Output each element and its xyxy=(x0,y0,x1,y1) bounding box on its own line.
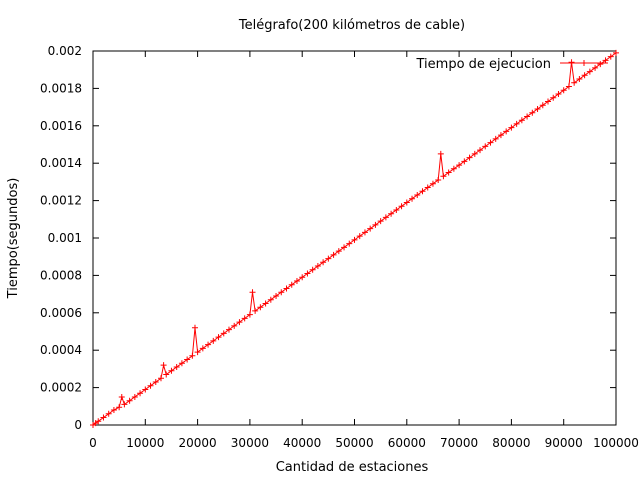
x-tick-label: 90000 xyxy=(545,436,583,450)
x-axis-title: Cantidad de estaciones xyxy=(276,460,429,475)
y-axis-title: Tiempo(segundos) xyxy=(6,178,21,300)
legend-marker-plus xyxy=(581,60,587,66)
legend-marker xyxy=(581,60,587,66)
x-tick-label: 100000 xyxy=(593,436,639,450)
x-tick-label: 50000 xyxy=(335,436,373,450)
x-tick-label: 80000 xyxy=(492,436,530,450)
x-tick-label: 30000 xyxy=(231,436,269,450)
x-axis-tick-labels: 0 10000 20000 30000 40000 50000 60000 70000 8000… xyxy=(89,436,639,450)
x-tick-label: 0 xyxy=(89,436,97,450)
y-axis-tick-labels: 0 0.0002 0.0004 0.0006 0.0008 0.001 0.0012 0.00… xyxy=(40,44,82,432)
y-tick-label: 0.0012 xyxy=(40,194,82,208)
y-tick-label: 0.002 xyxy=(48,44,82,58)
chart-title: Telégrafo(200 kilómetros de cable) xyxy=(238,18,465,33)
x-tick-label: 60000 xyxy=(388,436,426,450)
x-tick-label: 70000 xyxy=(440,436,478,450)
y-tick-label: 0.0014 xyxy=(40,156,82,170)
legend: Tiempo de ejecucion xyxy=(416,57,608,72)
y-tick-label: 0.0006 xyxy=(40,306,82,320)
y-tick-label: 0.0008 xyxy=(40,268,82,282)
y-tick-label: 0.0004 xyxy=(40,343,82,357)
x-tick-label: 40000 xyxy=(283,436,321,450)
series-line xyxy=(92,52,617,426)
y-tick-label: 0.001 xyxy=(48,231,82,245)
data-point xyxy=(613,49,619,56)
y-tick-label: 0.0018 xyxy=(40,81,82,95)
x-tick-label: 10000 xyxy=(126,436,164,450)
legend-label: Tiempo de ejecucion xyxy=(416,57,551,72)
y-axis-ticks xyxy=(93,50,616,426)
y-tick-label: 0.0016 xyxy=(40,119,82,133)
y-tick-label: 0.0002 xyxy=(40,381,82,395)
x-tick-label: 20000 xyxy=(179,436,217,450)
y-tick-label: 0 xyxy=(74,418,82,432)
